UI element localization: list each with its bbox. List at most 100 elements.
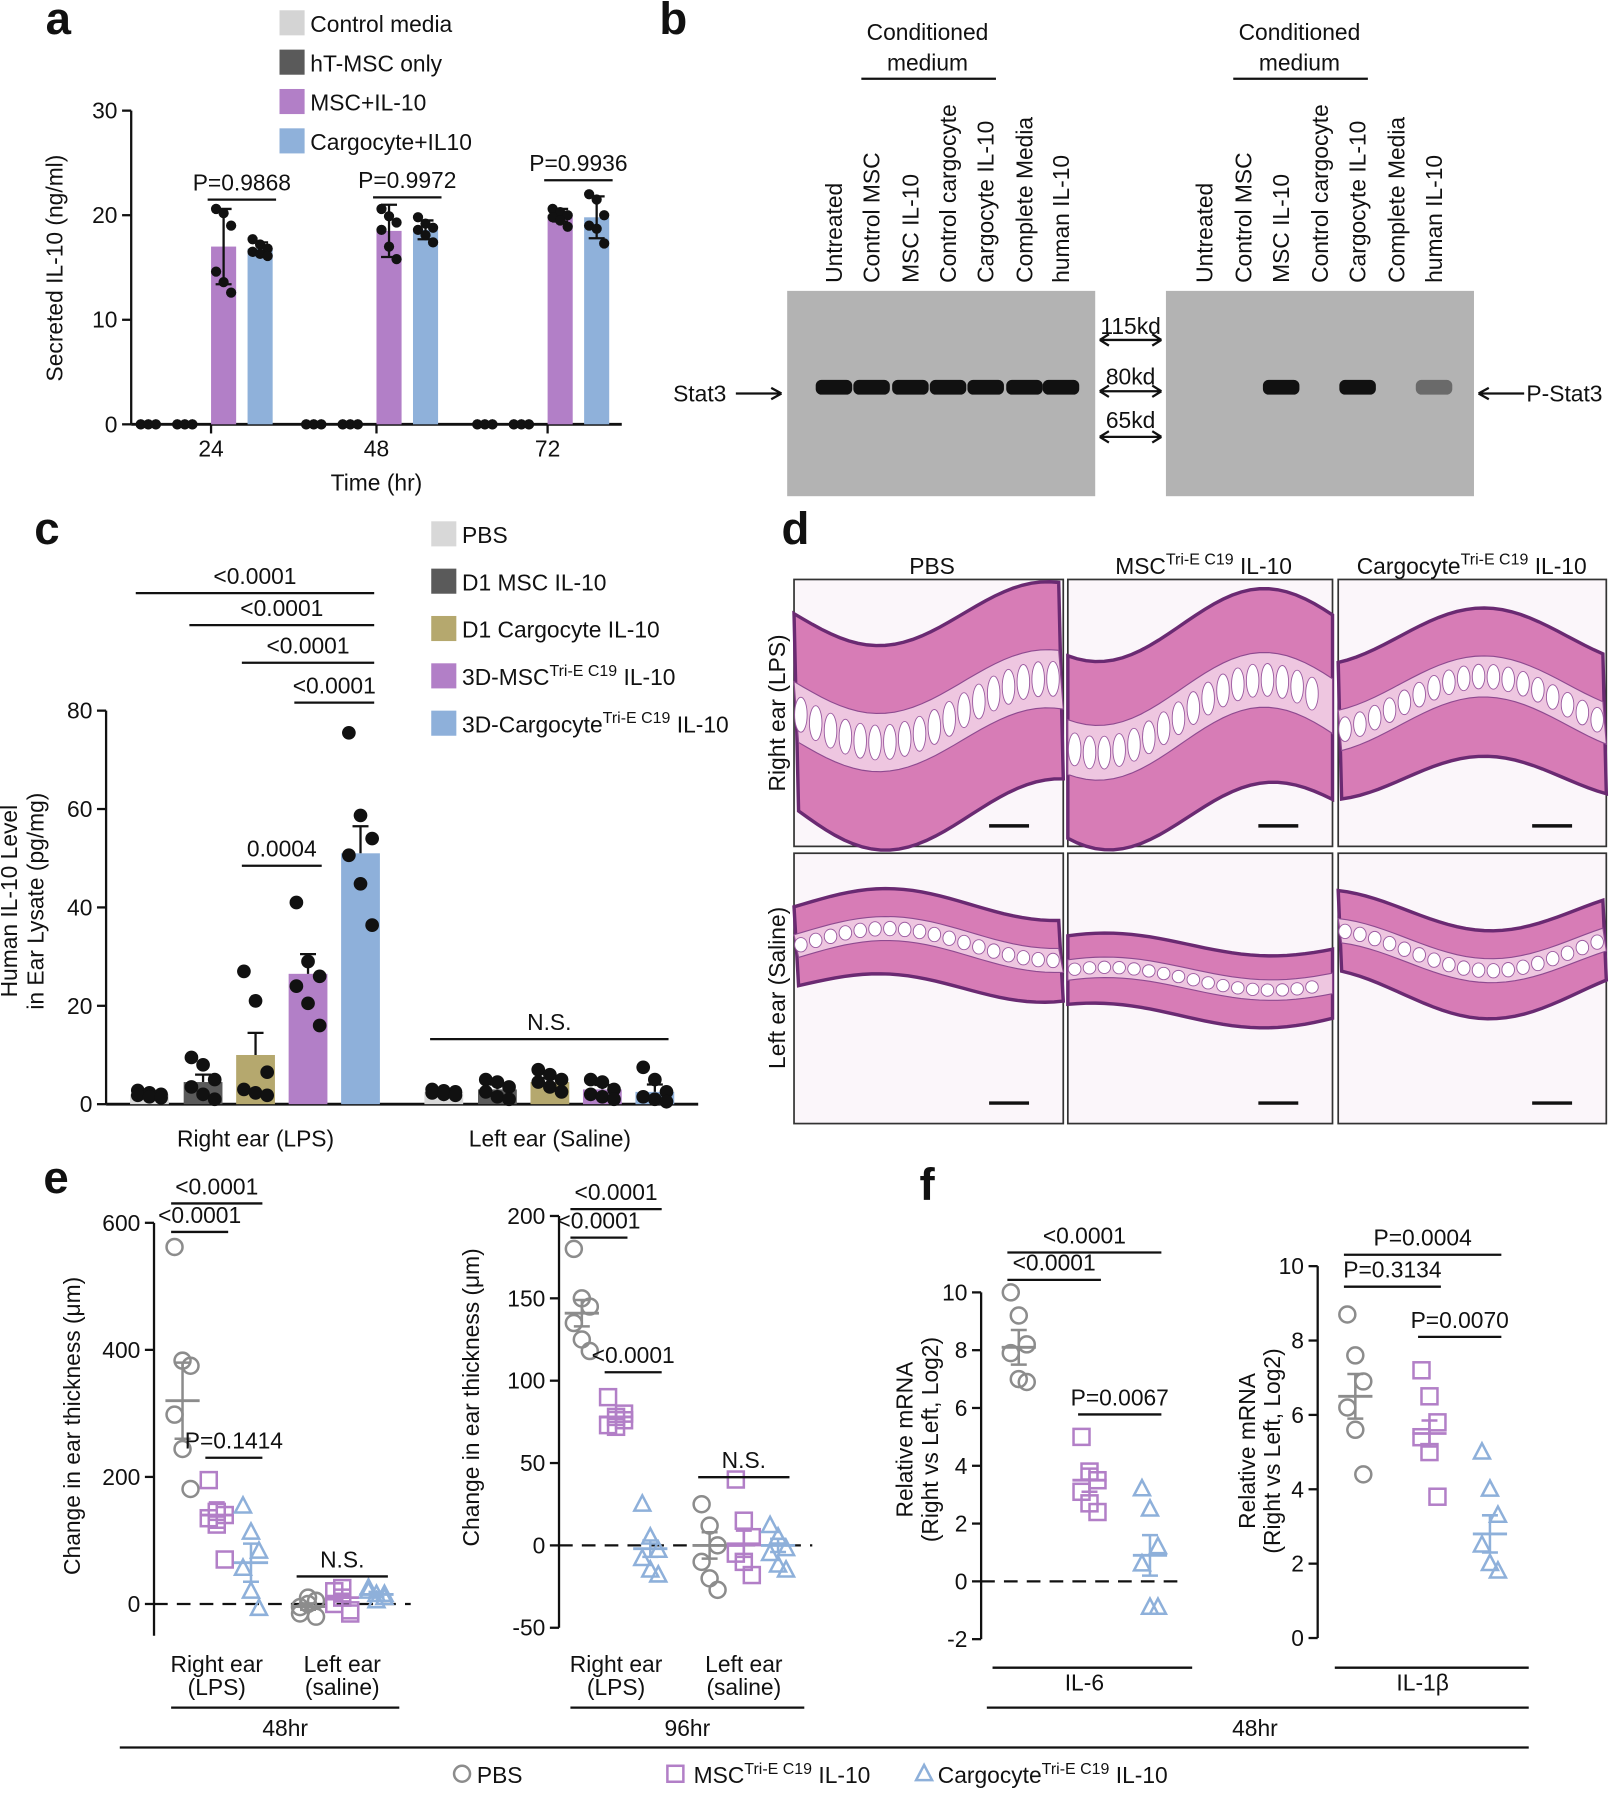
panel-letter: a xyxy=(46,0,72,44)
error-bar xyxy=(1421,1419,1438,1448)
data-point xyxy=(247,234,258,245)
fat-cell xyxy=(1046,952,1060,969)
text-part: Tri-E C19 xyxy=(744,1761,812,1778)
error-bar xyxy=(701,1530,718,1560)
data-point xyxy=(150,419,161,430)
fat-cell xyxy=(1067,962,1082,976)
blot-header: Conditioned xyxy=(1239,19,1361,45)
group-label: (LPS) xyxy=(188,1674,246,1700)
data-point xyxy=(726,1470,746,1489)
fat-cell xyxy=(1305,980,1319,994)
data-point xyxy=(248,994,263,1008)
data-point xyxy=(595,1089,610,1104)
text-part: MSC xyxy=(1115,553,1166,579)
fat-cell xyxy=(1338,923,1352,940)
lane-label: MSC IL-10 xyxy=(897,174,923,283)
data-point xyxy=(775,1537,797,1557)
significance-label: <0.0001 xyxy=(293,673,376,699)
data-point xyxy=(427,222,439,233)
data-point xyxy=(531,1075,546,1089)
data-point xyxy=(487,419,498,430)
fat-cell xyxy=(1245,663,1260,698)
y-tick-label: 20 xyxy=(92,202,117,228)
data-point xyxy=(583,189,595,200)
span-label: 96hr xyxy=(665,1715,711,1741)
fat-cell xyxy=(1186,973,1201,987)
data-point xyxy=(632,1492,653,1512)
significance-label: N.S. xyxy=(722,1447,766,1473)
data-point xyxy=(543,1080,557,1094)
tissue xyxy=(1336,888,1609,1021)
legend-swatch xyxy=(431,663,457,689)
data-point xyxy=(607,1082,621,1097)
data-point xyxy=(391,217,402,228)
fat-cell xyxy=(1412,681,1426,708)
tissue xyxy=(1336,606,1609,801)
y-tick-label: 0 xyxy=(128,1591,141,1617)
fat-cell xyxy=(1016,950,1031,966)
legend-label: D1 MSC IL-10 xyxy=(462,569,606,595)
fat-cell xyxy=(1171,969,1186,984)
significance-label: P=0.3134 xyxy=(1343,1257,1442,1283)
data-point xyxy=(207,1092,222,1107)
significance-label: <0.0001 xyxy=(575,1179,658,1205)
data-point xyxy=(502,1080,516,1094)
data-point xyxy=(599,238,610,249)
blot-band xyxy=(1006,379,1043,395)
fat-cell xyxy=(1531,677,1545,703)
data-point xyxy=(478,1072,493,1087)
data-point xyxy=(1001,1283,1021,1302)
error-bar xyxy=(573,1298,590,1328)
fat-cell xyxy=(853,722,867,759)
blot-band xyxy=(1415,379,1453,395)
data-point xyxy=(165,1237,184,1257)
fat-cell xyxy=(868,724,882,761)
x-tick-label: Left ear (Saline) xyxy=(469,1125,631,1151)
y-tick-label: 0 xyxy=(955,1568,968,1594)
data-point xyxy=(734,1511,754,1530)
data-point xyxy=(1354,1465,1373,1484)
data-point xyxy=(648,1563,669,1583)
fat-cell xyxy=(957,692,971,729)
data-point xyxy=(342,725,356,740)
data-point xyxy=(135,419,146,430)
data-point xyxy=(767,1553,789,1573)
data-point xyxy=(420,218,431,229)
lane-label: Cargocyte IL-10 xyxy=(1345,121,1371,283)
data-point xyxy=(210,266,222,277)
fat-cell xyxy=(1142,964,1156,978)
legend-swatch xyxy=(431,710,457,736)
significance-label: 0.0004 xyxy=(247,836,317,862)
data-point xyxy=(1346,1420,1365,1440)
data-point xyxy=(1017,1372,1037,1392)
data-point xyxy=(583,1072,598,1087)
legend-label: hT-MSC only xyxy=(310,50,442,76)
data-point xyxy=(523,419,535,430)
data-point xyxy=(260,1065,275,1080)
y-tick-label: 0 xyxy=(1291,1625,1304,1651)
y-axis-label: Human IL-10 Level xyxy=(0,805,22,998)
significance-label: P=0.9868 xyxy=(193,169,291,195)
data-point xyxy=(154,1090,168,1105)
fat-cell xyxy=(1516,959,1530,975)
panel-letter: d xyxy=(781,503,809,554)
y-axis-label: Relative mRNA xyxy=(892,1361,918,1518)
blot-membrane xyxy=(1165,290,1474,497)
y-tick-label: 6 xyxy=(955,1395,968,1421)
y-axis-label: (Right vs Left, Log2) xyxy=(1259,1348,1285,1553)
size-marker: 80kd xyxy=(1106,363,1155,389)
fat-cell xyxy=(1501,962,1515,978)
data-point xyxy=(179,419,190,430)
data-point xyxy=(218,207,229,219)
data-point xyxy=(1338,1398,1357,1417)
data-point xyxy=(1338,1305,1357,1324)
text-part: Cargocyte xyxy=(938,1762,1042,1788)
blot-label: Stat3 xyxy=(673,381,726,407)
text-part: 3D-Cargocyte xyxy=(462,711,603,737)
marker-arrow xyxy=(1099,430,1162,444)
y-tick-label: 100 xyxy=(507,1368,545,1394)
fat-cell xyxy=(838,718,853,755)
bar xyxy=(584,217,610,425)
y-tick-label: 4 xyxy=(955,1453,968,1479)
